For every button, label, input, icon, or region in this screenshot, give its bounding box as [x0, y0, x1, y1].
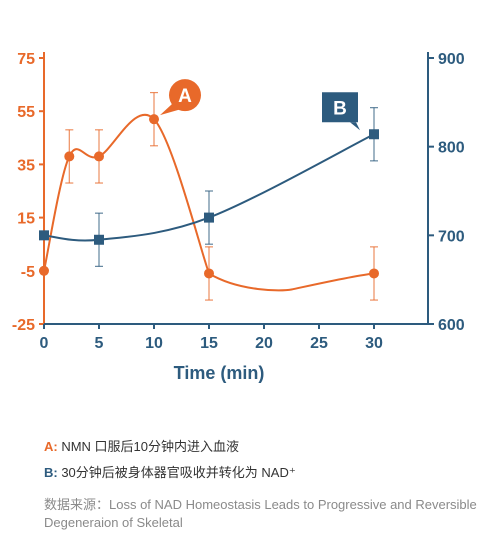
legend-text-b: 30分钟后被身体器官吸收并转化为 NAD⁺: [57, 465, 296, 480]
y-left-tick-label: 55: [17, 104, 35, 121]
data-point: [94, 234, 104, 245]
y-left-tick-label: -5: [21, 264, 35, 281]
y-left-tick-label: 15: [17, 211, 35, 228]
x-tick-label: 30: [365, 335, 383, 352]
legend-text-a: NMN 口服后10分钟内进入血液: [57, 439, 240, 454]
x-tick-label: 0: [40, 335, 49, 352]
legend-key-b: B:: [44, 465, 58, 480]
x-tick-label: 10: [145, 335, 163, 352]
y-left-tick-label: 35: [17, 157, 35, 174]
callout-b-tail: [350, 122, 360, 131]
callout-a-bubble: [169, 79, 201, 112]
callout-a-tail: [160, 103, 181, 116]
data-point: [149, 114, 159, 125]
data-point: [204, 212, 214, 223]
data-point: [204, 268, 214, 279]
series-group: AB: [39, 79, 379, 301]
y-left-tick-label: -25: [12, 317, 35, 334]
data-point: [39, 230, 49, 241]
data-point: [64, 151, 75, 162]
data-point: [39, 265, 49, 276]
x-axis-label: Time (min): [174, 363, 265, 383]
data-point: [94, 151, 104, 162]
y-right-tick-label: 700: [438, 228, 465, 245]
callout-b-label: B: [333, 98, 347, 119]
x-tick-label: 20: [255, 335, 273, 352]
callout-a-label: A: [178, 86, 192, 107]
x-tick-label: 15: [200, 335, 218, 352]
x-tick-label: 25: [310, 335, 328, 352]
data-point: [369, 268, 379, 279]
series-line-b: [43, 133, 375, 242]
y-right-tick-label: 600: [438, 317, 465, 334]
legend-item-b: B: 30分钟后被身体器官吸收并转化为 NAD⁺: [44, 462, 296, 481]
callout-b-badge: [322, 92, 358, 123]
x-tick-label: 5: [95, 335, 104, 352]
legend-item-a: A: NMN 口服后10分钟内进入血液: [44, 436, 239, 455]
y-left-tick-label: 75: [17, 51, 35, 68]
chart: 75 55 35 15 -5 -25 900 800 700 600 0 5 10 15 20 25 30 Tim…: [12, 51, 465, 383]
legend-key-a: A:: [44, 439, 58, 454]
y-right-tick-label: 800: [438, 140, 465, 157]
source-note: 数据来源：Loss of NAD Homeostasis Leads to Pr…: [44, 497, 477, 530]
axes: 75 55 35 15 -5 -25 900 800 700 600 0 5 10 15 20 25 30 Tim…: [12, 51, 465, 383]
y-right-tick-label: 900: [438, 51, 465, 68]
data-point: [369, 129, 379, 140]
